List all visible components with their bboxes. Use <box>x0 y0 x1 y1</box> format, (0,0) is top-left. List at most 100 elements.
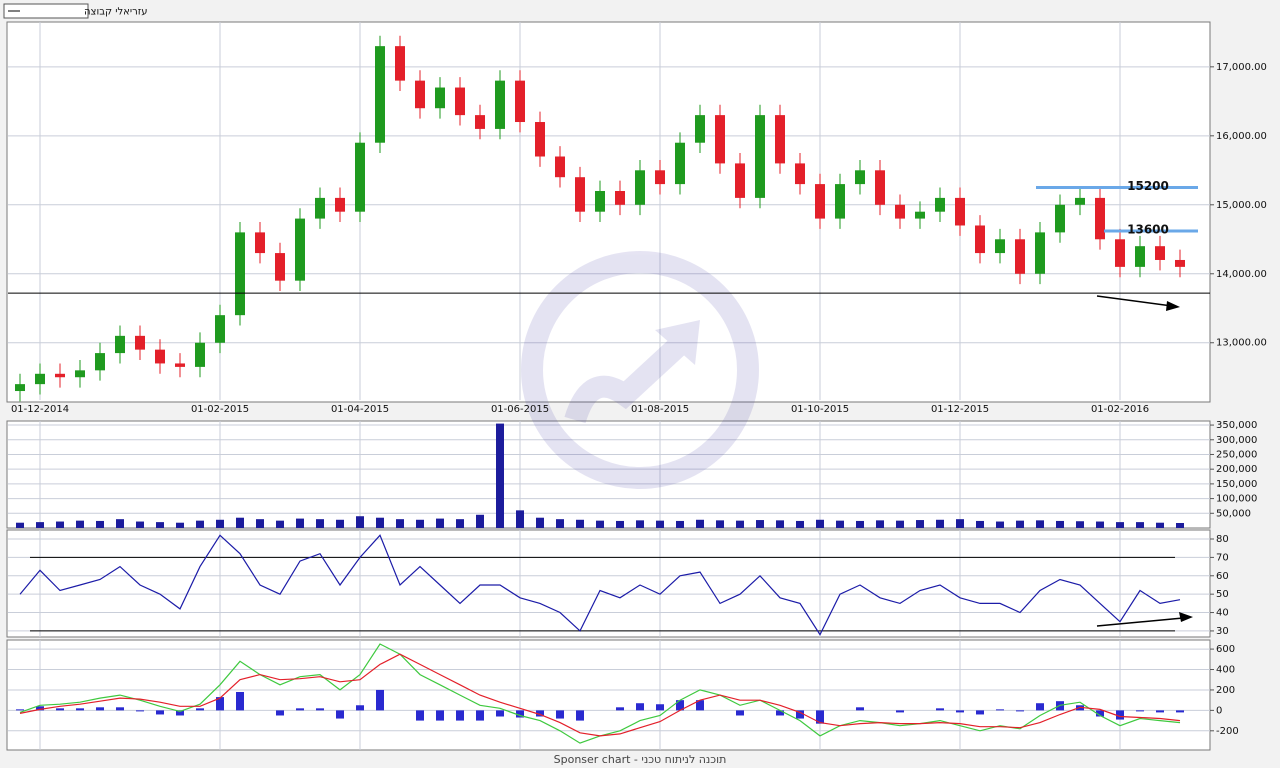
histogram-bar <box>776 710 784 716</box>
volume-bar <box>616 520 624 528</box>
candle-body <box>1015 239 1025 274</box>
price-panel <box>6 21 1211 403</box>
histogram-bar <box>636 703 644 711</box>
volume-bar <box>856 520 864 528</box>
histogram-bar <box>236 691 244 711</box>
y-tick-label: 300,000 <box>1216 435 1257 446</box>
volume-bar <box>236 517 244 528</box>
y-tick-label: 400 <box>1216 665 1235 676</box>
x-tick-label: 01-06-2015 <box>491 404 549 415</box>
y-tick-label: 150,000 <box>1216 479 1257 490</box>
volume-bar <box>676 520 684 528</box>
volume-bar <box>1176 523 1184 528</box>
histogram-bar <box>476 710 484 721</box>
candle-body <box>895 204 905 219</box>
volume-bar <box>1156 522 1164 528</box>
candle-body <box>755 115 765 198</box>
histogram-bar <box>376 689 384 711</box>
volume-bar <box>556 519 564 528</box>
volume-bar <box>836 520 844 528</box>
y-tick-label: 80 <box>1216 534 1229 545</box>
volume-bar <box>196 520 204 528</box>
histogram-bar <box>936 708 944 711</box>
candle-body <box>915 211 925 219</box>
candle-body <box>595 190 605 212</box>
candle-body <box>735 163 745 198</box>
volume-bar <box>96 520 104 528</box>
histogram-bar <box>856 707 864 711</box>
volume-bar <box>156 522 164 528</box>
volume-bar <box>816 519 824 528</box>
candle-body <box>975 225 985 254</box>
volume-bar <box>656 520 664 528</box>
y-tick-label: 600 <box>1216 644 1235 655</box>
volume-bar <box>1116 522 1124 528</box>
candle-body <box>855 170 865 185</box>
histogram-bar <box>1016 710 1024 712</box>
histogram-bar <box>36 706 44 711</box>
rsi-line <box>19 534 1181 636</box>
volume-bar <box>296 518 304 528</box>
candle-body <box>515 80 525 123</box>
volume-panel <box>6 420 1211 529</box>
candle-body <box>535 122 545 157</box>
candle-body <box>635 170 645 205</box>
histogram-bar <box>536 710 544 717</box>
candle-body <box>95 353 105 371</box>
candle-body <box>195 342 205 367</box>
volume-bar <box>536 517 544 528</box>
histogram-bar <box>696 700 704 711</box>
y-tick-label: 200,000 <box>1216 464 1257 475</box>
x-tick-label: 01-12-2015 <box>931 404 989 415</box>
trend-arrow <box>1096 295 1173 307</box>
y-tick-label: 15,000.00 <box>1216 200 1267 211</box>
histogram-bar <box>356 705 364 711</box>
histogram-bar <box>116 707 124 711</box>
candle-body <box>395 46 405 81</box>
volume-bar <box>596 520 604 528</box>
x-tick-label: 01-02-2016 <box>1091 404 1149 415</box>
histogram-bar <box>1116 710 1124 720</box>
histogram-bar <box>196 708 204 711</box>
histogram-bar <box>736 710 744 716</box>
candle-body <box>995 239 1005 254</box>
histogram-bar <box>1156 710 1164 713</box>
candle-body <box>935 197 945 212</box>
y-tick-label: 0 <box>1216 705 1222 716</box>
volume-bar <box>336 519 344 528</box>
histogram-bar <box>16 709 24 711</box>
x-tick-label: 01-10-2015 <box>791 404 849 415</box>
rsi-panel <box>6 529 1211 638</box>
volume-bar <box>576 519 584 528</box>
candle-body <box>1055 204 1065 233</box>
y-tick-label: 40 <box>1216 608 1229 619</box>
y-tick-label: 14,000.00 <box>1216 269 1267 280</box>
x-tick-label: 01-08-2015 <box>631 404 689 415</box>
footer: Sponser chart - תוכנה לניתוח טכני <box>554 753 727 766</box>
volume-bar <box>496 423 504 528</box>
volume-bar <box>636 520 644 528</box>
candle-body <box>815 184 825 219</box>
candle-body <box>55 373 65 378</box>
histogram-bar <box>276 710 284 716</box>
volume-bar <box>396 519 404 528</box>
histogram-bar <box>436 710 444 721</box>
y-tick-label: 16,000.00 <box>1216 131 1267 142</box>
candle-body <box>1095 197 1105 240</box>
candle-body <box>135 335 145 350</box>
candle-body <box>275 253 285 281</box>
histogram-bar <box>56 708 64 711</box>
candle-body <box>315 197 325 219</box>
candle-body <box>155 349 165 364</box>
trend-arrow <box>1096 617 1184 627</box>
y-tick-label: 70 <box>1216 552 1229 563</box>
histogram-bar <box>456 710 464 721</box>
volume-bar <box>416 519 424 528</box>
volume-bar <box>716 520 724 528</box>
volume-bar <box>56 521 64 528</box>
candle-body <box>1115 239 1125 267</box>
x-tick-label: 01-02-2015 <box>191 404 249 415</box>
y-tick-label: 13,000.00 <box>1216 338 1267 349</box>
candle-body <box>555 156 565 178</box>
candle-body <box>695 115 705 143</box>
